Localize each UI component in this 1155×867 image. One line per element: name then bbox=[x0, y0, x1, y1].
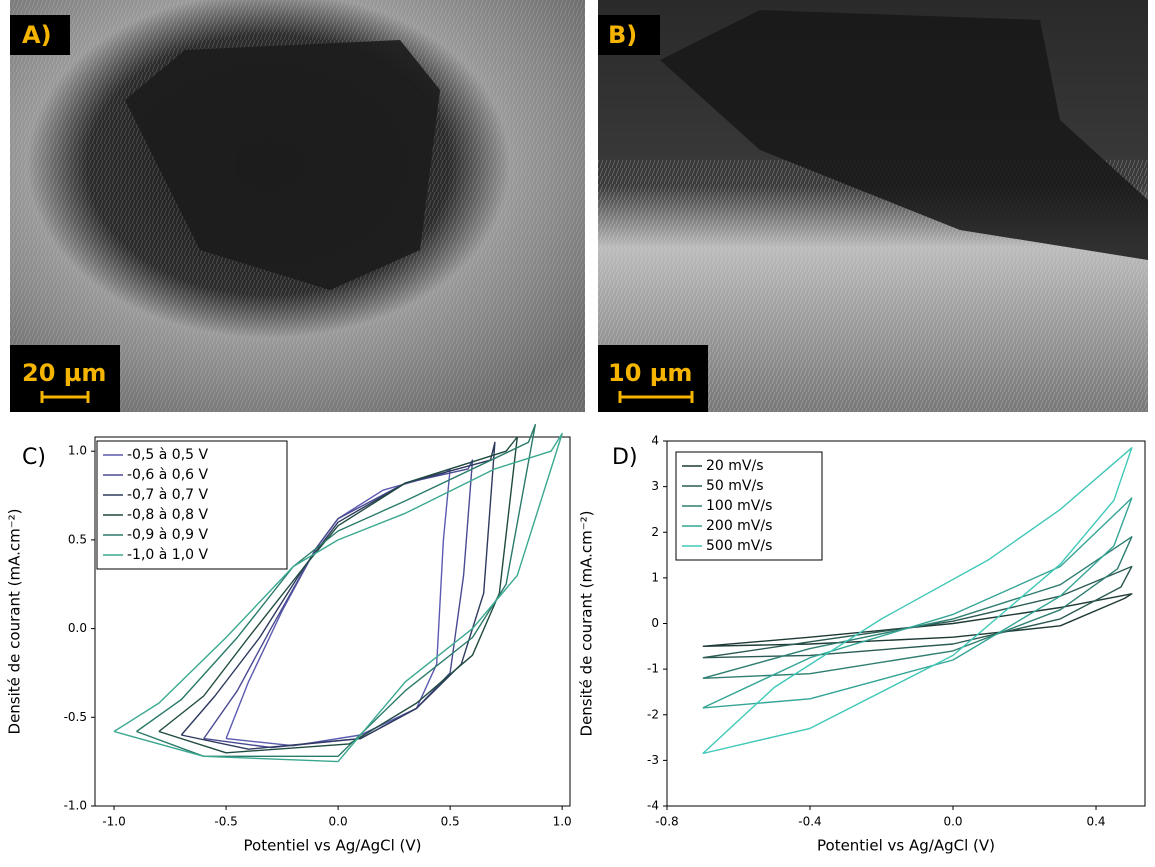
series-line bbox=[702, 593, 1133, 647]
x-tick-label: -0.4 bbox=[798, 815, 821, 829]
sem-image-a: A) 20 µm bbox=[10, 0, 585, 412]
x-tick-label: -0.8 bbox=[655, 815, 678, 829]
legend-label: -0,6 à 0,6 V bbox=[127, 467, 209, 483]
legend-label: -0,9 à 0,9 V bbox=[127, 527, 209, 543]
x-tick-label: 0.4 bbox=[1086, 815, 1105, 829]
y-tick-label: -4 bbox=[647, 799, 659, 813]
series-line bbox=[136, 423, 536, 757]
legend-label: -0,5 à 0,5 V bbox=[127, 447, 209, 463]
series-line bbox=[225, 468, 451, 747]
legend-label: -0,7 à 0,7 V bbox=[127, 487, 209, 503]
y-tick-label: 2 bbox=[651, 525, 659, 539]
legend-label: 100 mV/s bbox=[706, 498, 772, 514]
series-line bbox=[702, 565, 1133, 659]
y-tick-label: 0 bbox=[651, 616, 659, 630]
legend-label: 50 mV/s bbox=[706, 478, 764, 494]
sem-image-b: B) 10 µm bbox=[598, 0, 1148, 412]
y-tick-label: -3 bbox=[647, 753, 659, 767]
x-tick-label: 0.0 bbox=[943, 815, 962, 829]
y-axis-label: Densité de courant (mA.cm⁻²) bbox=[6, 509, 24, 735]
x-axis-label: Potentiel vs Ag/AgCl (V) bbox=[244, 837, 422, 855]
y-tick-label: 0.5 bbox=[68, 532, 87, 546]
y-tick-label: -1.0 bbox=[64, 799, 87, 813]
legend-label: 200 mV/s bbox=[706, 518, 772, 534]
y-tick-label: -1 bbox=[647, 662, 659, 676]
x-tick-label: -1.0 bbox=[102, 815, 125, 829]
series-line bbox=[113, 432, 563, 763]
legend-label: 20 mV/s bbox=[706, 458, 764, 474]
x-axis-label: Potentiel vs Ag/AgCl (V) bbox=[817, 837, 995, 855]
panel-label: A) bbox=[22, 21, 52, 49]
legend-label: -1,0 à 1,0 V bbox=[127, 547, 209, 563]
legend-box bbox=[96, 440, 288, 570]
x-tick-label: 0.5 bbox=[441, 815, 460, 829]
x-tick-label: 1.0 bbox=[553, 815, 572, 829]
plot-frame bbox=[94, 436, 571, 807]
y-tick-label: -2 bbox=[647, 707, 659, 721]
legend-label: 500 mV/s bbox=[706, 538, 772, 554]
series-line bbox=[702, 447, 1133, 755]
panel-label: C) bbox=[22, 445, 46, 470]
series-line bbox=[158, 436, 518, 754]
scale-bar-label: 10 µm bbox=[608, 359, 692, 387]
y-axis-label: Densité de courant (mA.cm⁻²) bbox=[578, 511, 596, 737]
y-tick-label: -0.5 bbox=[64, 710, 87, 724]
series-line bbox=[180, 441, 496, 750]
y-tick-label: 4 bbox=[651, 434, 659, 448]
panel-label: D) bbox=[612, 445, 638, 470]
series-line bbox=[702, 497, 1133, 709]
y-tick-label: 1.0 bbox=[68, 444, 87, 458]
x-tick-label: -0.5 bbox=[214, 815, 237, 829]
legend-label: -0,8 à 0,8 V bbox=[127, 507, 209, 523]
y-tick-label: 1 bbox=[651, 570, 659, 584]
series-line bbox=[702, 536, 1133, 679]
panel-label: B) bbox=[608, 21, 637, 49]
y-tick-label: 0.0 bbox=[68, 621, 87, 635]
scale-bar-label: 20 µm bbox=[22, 359, 106, 387]
x-tick-label: 0.0 bbox=[329, 815, 348, 829]
y-tick-label: 3 bbox=[651, 479, 659, 493]
